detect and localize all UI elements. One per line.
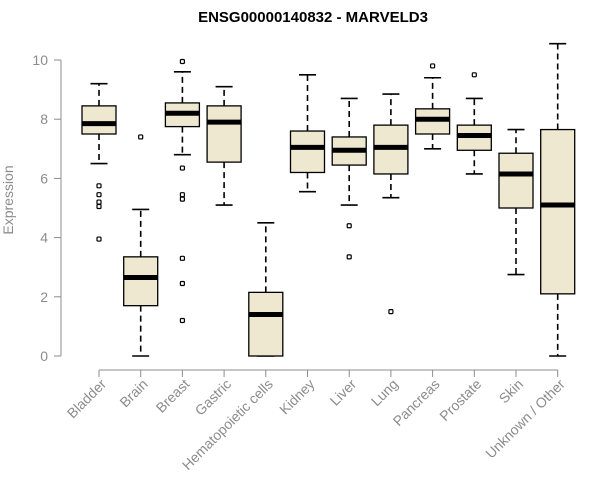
outlier-point — [471, 72, 477, 78]
x-tick-label: Breast — [153, 376, 193, 416]
x-tick-label: Lung — [368, 376, 401, 409]
y-tick-label: 10 — [32, 52, 48, 68]
iqr-box — [498, 152, 534, 209]
x-tick-label: Unknown / Other — [482, 376, 568, 462]
outlier-point — [179, 58, 185, 65]
box-unknown-other — [540, 42, 576, 357]
outlier-point — [179, 255, 185, 261]
box-gastric — [206, 85, 242, 206]
box-pancreas — [414, 63, 451, 150]
outlier-point — [179, 165, 185, 171]
iqr-box — [81, 105, 117, 135]
x-tick-label: Liver — [327, 376, 360, 409]
chart-title: ENSG00000140832 - MARVELD3 — [198, 9, 428, 26]
outlier-point — [96, 183, 102, 189]
outlier-point — [430, 63, 436, 69]
y-tick-label: 4 — [40, 230, 48, 246]
outlier-point — [96, 203, 102, 210]
box-brain — [123, 134, 159, 357]
iqr-box — [289, 130, 326, 174]
outlier-point — [179, 192, 185, 198]
y-tick-label: 2 — [40, 289, 48, 305]
outlier-point — [179, 317, 185, 324]
box-breast — [164, 58, 201, 324]
outlier-point — [179, 280, 185, 287]
outlier-point — [388, 309, 394, 315]
x-tick-label: Prostate — [436, 376, 484, 424]
x-tick-label: Bladder — [64, 376, 110, 422]
x-tick-label: Brain — [116, 376, 150, 410]
boxes-layer — [81, 42, 576, 357]
x-tick-label: Kidney — [276, 376, 318, 418]
outlier-point — [96, 192, 102, 198]
iqr-box — [206, 105, 242, 163]
outlier-point — [138, 134, 144, 140]
box-lung — [373, 93, 409, 315]
iqr-box — [248, 291, 284, 357]
box-bladder — [81, 82, 117, 242]
y-axis: 0 2 4 6 8 10 — [32, 52, 62, 364]
y-tick-label: 0 — [40, 348, 48, 364]
outlier-point — [346, 223, 352, 229]
outlier-point — [179, 196, 185, 202]
box-hematopoietic-cells — [248, 222, 284, 357]
y-axis-label: Expression — [0, 165, 16, 234]
outlier-point — [346, 254, 352, 260]
y-tick-label: 8 — [40, 111, 48, 127]
y-tick-label: 6 — [40, 170, 48, 186]
box-liver — [331, 97, 367, 260]
outlier-point — [96, 199, 102, 205]
outlier-point — [96, 236, 102, 242]
box-prostate — [456, 72, 492, 175]
x-tick-label: Skin — [496, 376, 527, 407]
box-skin — [498, 128, 534, 276]
iqr-box — [123, 256, 159, 307]
iqr-box — [540, 128, 576, 295]
box-kidney — [289, 74, 326, 193]
